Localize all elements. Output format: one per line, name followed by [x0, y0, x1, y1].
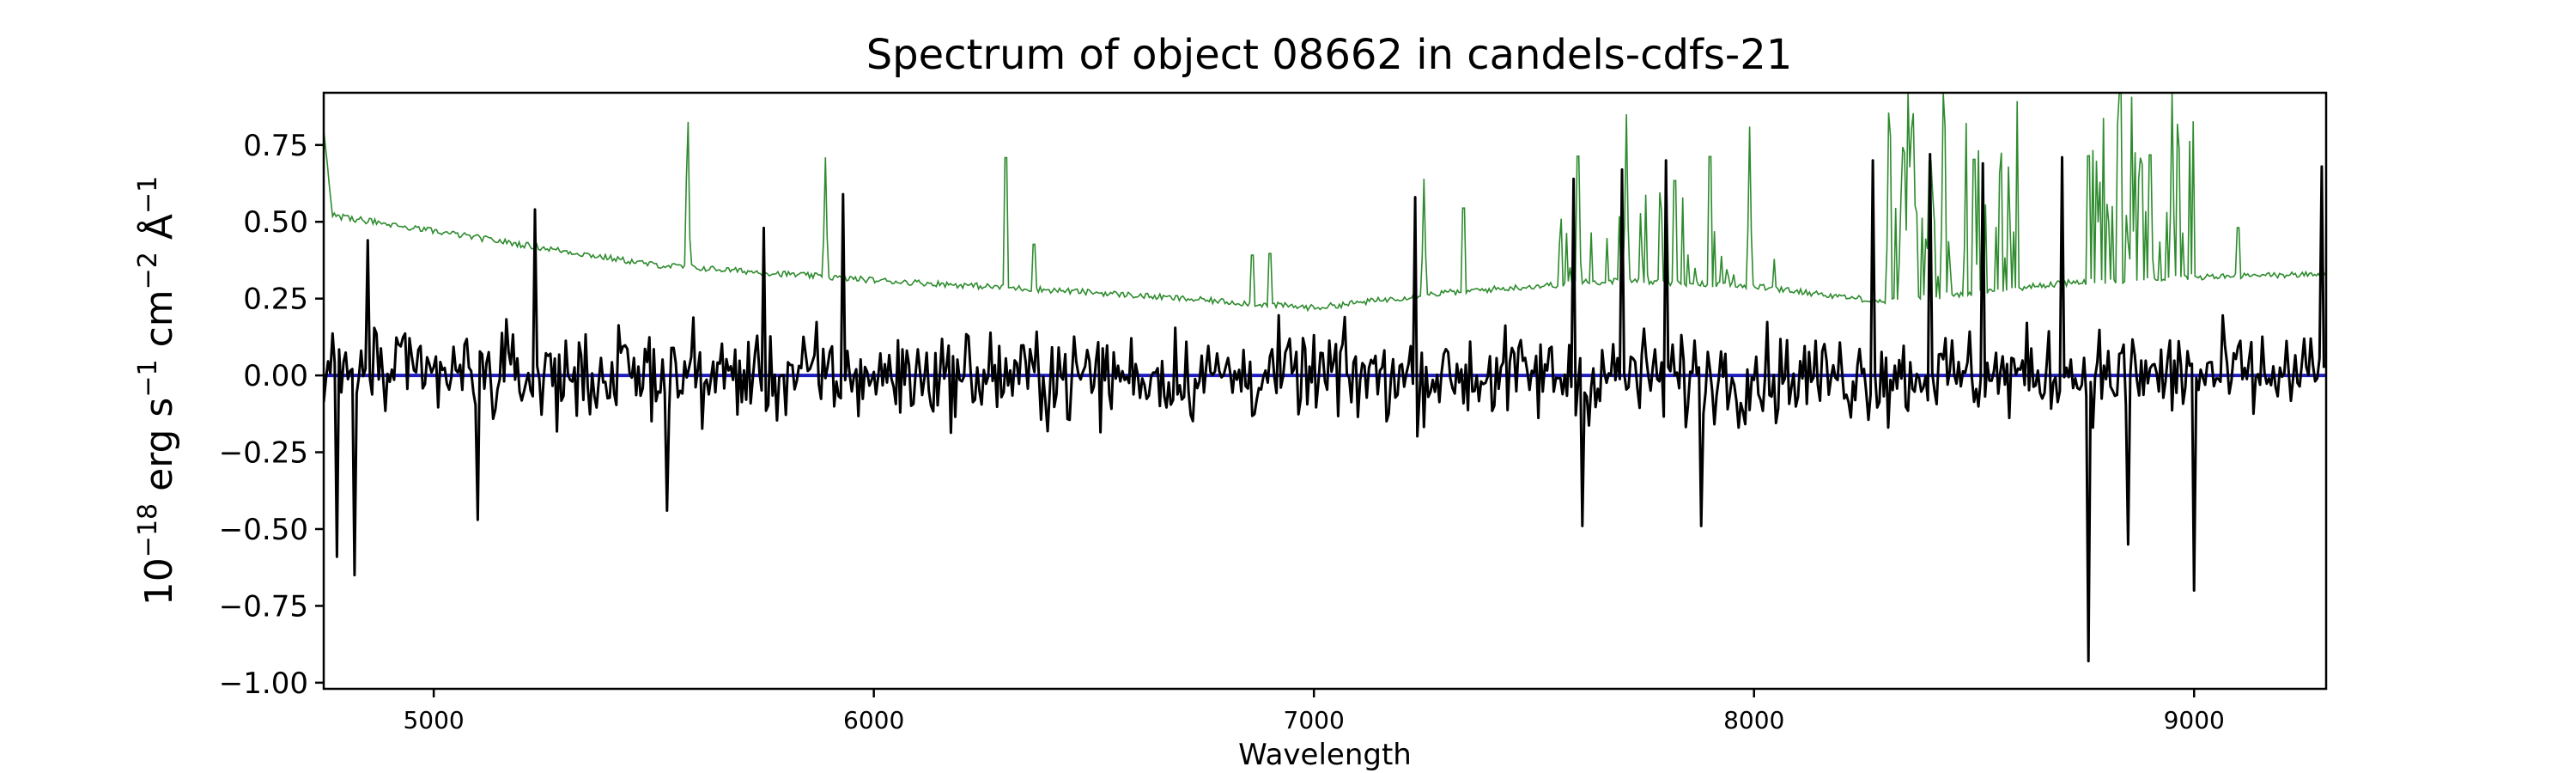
y-axis-label: 10−18 erg s−1 cm−2 Å−1 [133, 176, 181, 606]
y-label-exp-4: −1 [133, 176, 163, 214]
plot-area [324, 93, 2326, 663]
x-tick-label: 8000 [1723, 706, 1784, 734]
y-tick-label: −1.00 [219, 666, 308, 701]
y-axis-ticks: −1.00 −0.75 −0.50 −0.25 0.00 0.25 0.50 0.75 [219, 129, 324, 701]
y-label-unit-1: erg s [137, 398, 181, 503]
x-tick-label: 6000 [843, 706, 904, 734]
error-spectrum-line [324, 93, 2326, 313]
y-label-exp-1: −18 [133, 503, 163, 557]
flux-spectrum-line [324, 153, 2325, 663]
y-label-unit-2: cm [137, 289, 181, 359]
y-label-exp-2: −1 [133, 359, 163, 397]
y-tick-label: −0.25 [219, 436, 308, 471]
y-label-base: 10 [137, 557, 181, 606]
flux-series-layer [324, 153, 2325, 663]
x-tick-label: 9000 [2164, 706, 2225, 734]
y-tick-label: 0.50 [243, 205, 308, 240]
y-tick-label: 0.75 [243, 129, 308, 163]
x-tick-label: 7000 [1284, 706, 1345, 734]
error-series-layer [324, 93, 2326, 313]
y-label-unit-3: Å [136, 214, 181, 252]
y-tick-label: 0.25 [243, 283, 308, 317]
plot-frame [322, 91, 2328, 691]
y-tick-label: −0.50 [219, 513, 308, 547]
x-axis-label: Wavelength [1238, 738, 1412, 772]
chart-title: Spectrum of object 08662 in candels-cdfs… [866, 31, 1793, 79]
x-axis-ticks: 5000 6000 7000 8000 9000 [403, 689, 2225, 734]
x-tick-label: 5000 [403, 706, 464, 734]
y-tick-label: −0.75 [219, 589, 308, 624]
y-tick-label: 0.00 [243, 359, 308, 393]
y-label-exp-3: −2 [133, 252, 163, 289]
